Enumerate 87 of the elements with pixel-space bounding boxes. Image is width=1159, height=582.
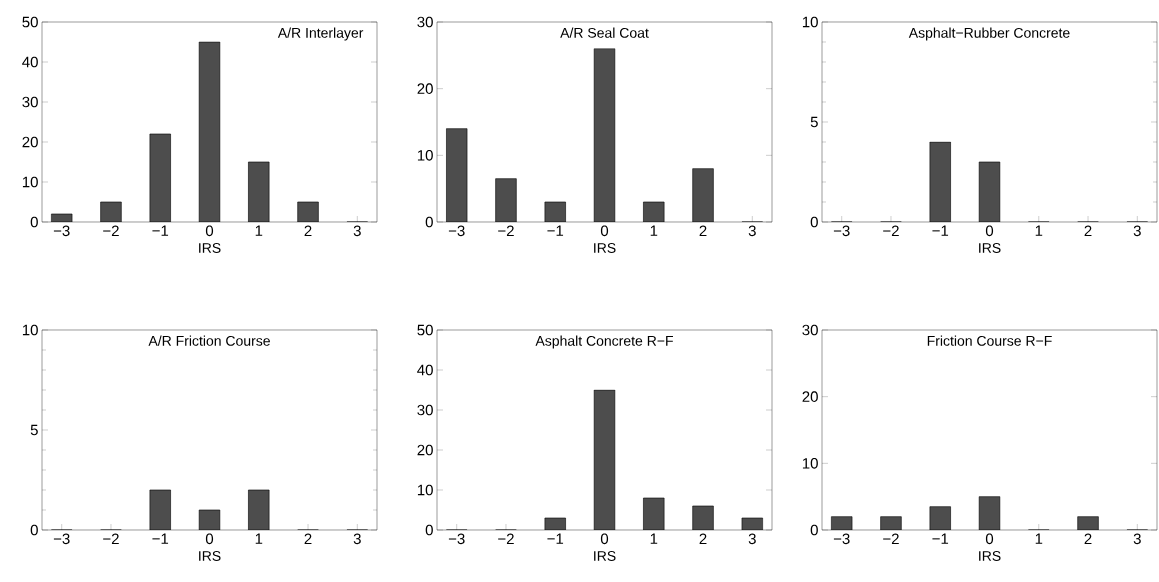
chart-title: A/R Seal Coat — [560, 27, 649, 38]
x-tick-label: −3 — [53, 225, 70, 237]
chart-title: A/R Friction Course — [148, 335, 270, 346]
bar — [593, 389, 616, 530]
x-tick-label: 3 — [353, 225, 361, 237]
y-tick-label: 50 — [22, 16, 38, 28]
x-tick-label: −3 — [53, 533, 70, 545]
y-tick-label: 0 — [425, 524, 433, 536]
y-tick-label: 20 — [22, 136, 38, 148]
y-tick-label: 10 — [417, 150, 433, 161]
x-tick-label: −2 — [103, 533, 119, 545]
x-tick-label: −2 — [103, 225, 119, 236]
x-tick-label: −1 — [932, 225, 949, 236]
y-tick-label: 40 — [417, 364, 433, 376]
x-tick-label: 0 — [600, 225, 609, 237]
x-tick-label: −2 — [498, 533, 514, 545]
x-tick-label: 3 — [1133, 225, 1141, 237]
x-axis-title: IRS — [979, 551, 1001, 561]
x-tick-label: −3 — [448, 533, 465, 545]
x-tick-label: −1 — [547, 533, 564, 544]
x-tick-label: 1 — [650, 225, 658, 236]
y-tick-label: 10 — [802, 458, 818, 469]
chart-title: Asphalt−Rubber Concrete — [908, 27, 1070, 41]
x-tick-label: 0 — [205, 225, 214, 237]
x-tick-label: 3 — [748, 225, 756, 237]
y-tick-label: 10 — [22, 324, 38, 336]
y-tick-label: 10 — [417, 484, 433, 496]
y-tick-label: 30 — [22, 96, 38, 108]
bar — [495, 178, 517, 222]
x-tick-label: −3 — [448, 225, 465, 237]
y-tick-label: 5 — [30, 424, 38, 436]
x-tick-label: −1 — [932, 533, 949, 544]
y-tick-label: 20 — [417, 444, 433, 456]
x-tick-label: 1 — [650, 533, 658, 544]
x-tick-label: 0 — [205, 533, 214, 545]
y-tick-label: 10 — [22, 176, 38, 188]
x-tick-label: −2 — [883, 225, 899, 236]
x-tick-label: −3 — [833, 533, 850, 545]
x-tick-label: 1 — [1035, 225, 1043, 236]
x-tick-label: −1 — [547, 225, 564, 236]
y-tick-label: 40 — [22, 56, 38, 68]
bar — [692, 168, 714, 222]
bar — [593, 48, 616, 222]
x-tick-label: 1 — [255, 225, 263, 236]
x-axis-title: IRS — [199, 551, 221, 561]
x-tick-label: 3 — [1133, 533, 1141, 545]
x-axis-title: IRS — [594, 551, 616, 561]
y-tick-label: 20 — [802, 391, 818, 402]
y-tick-label: 30 — [417, 16, 433, 28]
x-tick-label: 2 — [304, 533, 312, 545]
x-tick-label: 0 — [600, 533, 609, 545]
y-tick-label: 0 — [30, 216, 38, 228]
bar — [149, 133, 171, 222]
chart-title: A/R Interlayer — [277, 27, 364, 41]
x-tick-label: 3 — [353, 533, 361, 545]
x-tick-label: −3 — [833, 225, 850, 237]
chart-title: Friction Course R−F — [927, 335, 1052, 346]
x-tick-label: 2 — [699, 533, 707, 545]
y-tick-label: 10 — [802, 16, 818, 28]
y-tick-label: 0 — [425, 216, 433, 228]
y-tick-label: 0 — [810, 524, 818, 536]
bar — [198, 41, 221, 222]
y-tick-label: 20 — [417, 83, 433, 94]
x-tick-label: 1 — [255, 533, 263, 544]
x-tick-label: −2 — [883, 533, 899, 545]
x-axis-title: IRS — [979, 243, 1001, 253]
x-tick-label: 2 — [1084, 533, 1092, 545]
x-tick-label: 2 — [1084, 225, 1092, 236]
x-tick-label: 3 — [748, 533, 756, 545]
y-tick-label: 5 — [810, 116, 818, 128]
y-tick-label: 0 — [30, 524, 38, 536]
x-axis-title: IRS — [199, 243, 221, 253]
y-tick-label: 50 — [417, 324, 433, 336]
chart-title: Asphalt Concrete R−F — [535, 335, 673, 349]
x-tick-label: −1 — [152, 225, 169, 236]
x-tick-label: 0 — [985, 533, 994, 545]
x-tick-label: 2 — [699, 225, 707, 236]
x-tick-label: 2 — [304, 225, 312, 236]
bar — [446, 128, 468, 222]
x-tick-label: 0 — [985, 225, 994, 237]
x-axis-title: IRS — [594, 243, 616, 253]
x-tick-label: 1 — [1035, 533, 1043, 544]
x-tick-label: −1 — [152, 533, 169, 544]
x-tick-label: −2 — [498, 225, 514, 236]
y-tick-label: 30 — [417, 404, 433, 416]
y-tick-label: 0 — [810, 216, 818, 228]
y-tick-label: 30 — [802, 324, 818, 336]
